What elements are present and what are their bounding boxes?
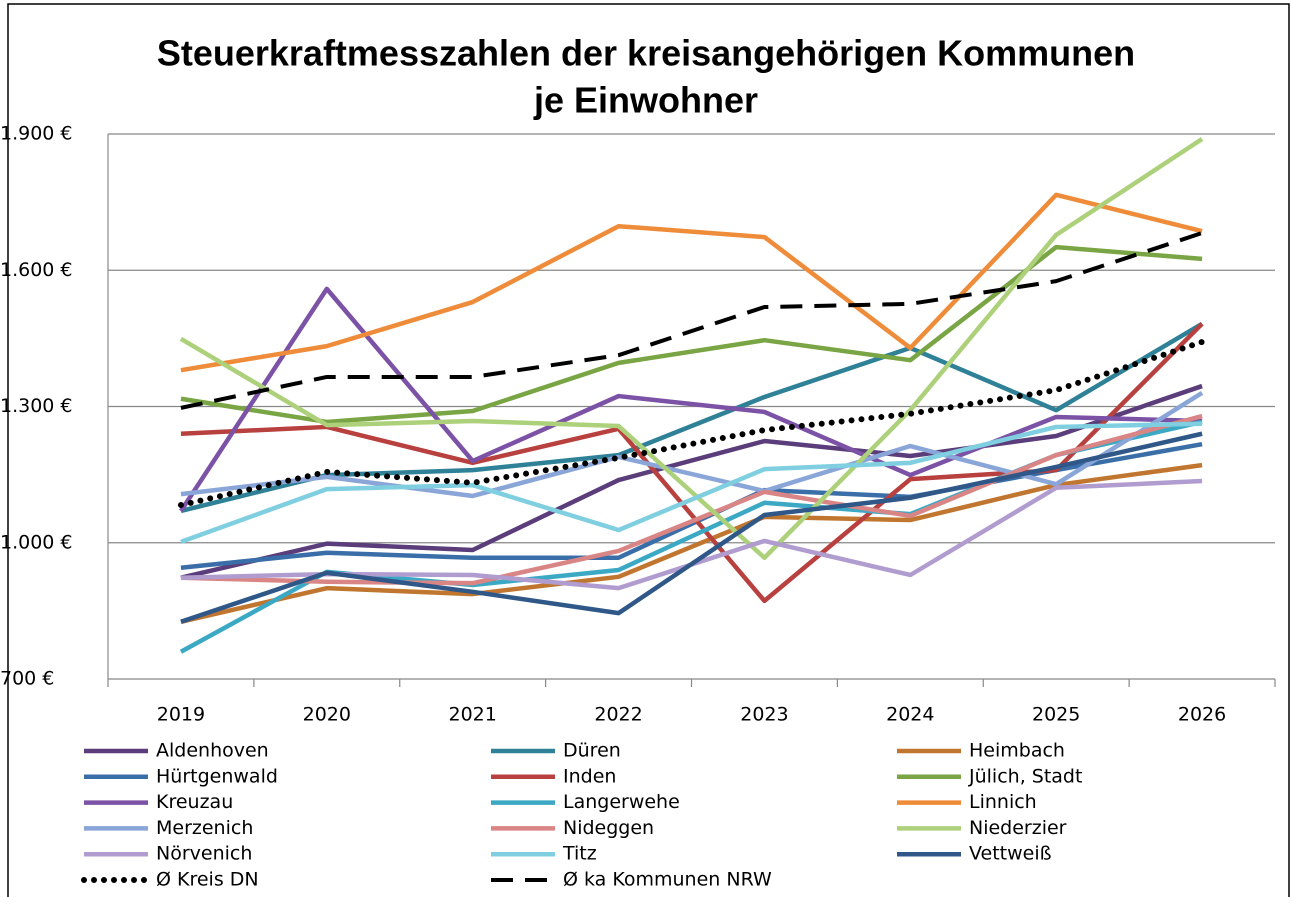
legend-label: Nideggen [563, 817, 654, 839]
x-tick-label: 2022 [594, 704, 642, 726]
x-tick-label: 2026 [1178, 704, 1226, 726]
legend-label: Düren [563, 740, 621, 762]
chart-title: Steuerkraftmesszahlen der kreisangehörig… [157, 33, 1135, 74]
legend-label: Vettweiß [969, 843, 1052, 865]
series-line [180, 390, 1204, 499]
x-tick-label: 2025 [1032, 704, 1080, 726]
legend-label: Ø ka Kommunen NRW [563, 869, 772, 891]
series-line [180, 321, 1204, 514]
x-tick-label: 2024 [886, 704, 934, 726]
series-line [180, 383, 1203, 580]
legend-label: Merzenich [156, 817, 253, 839]
series-line [179, 286, 1203, 513]
series-line [180, 431, 1203, 624]
legend-label: Heimbach [969, 740, 1065, 762]
series-line [180, 192, 1203, 373]
y-tick-label: 1.300 € [0, 395, 73, 417]
series-line [180, 441, 1203, 570]
y-tick-label: 700 € [0, 668, 54, 690]
legend-label: Kreuzau [156, 791, 233, 813]
legend-label: Titz [562, 843, 597, 865]
series-line [180, 231, 1203, 410]
legend-label: Hürtgenwald [156, 765, 278, 787]
x-tick-label: 2023 [740, 704, 788, 726]
legend-label: Nörvenich [156, 843, 252, 865]
legend-label: Ø Kreis DN [156, 869, 259, 891]
legend-label: Linnich [969, 791, 1037, 813]
legend-label: Inden [563, 765, 616, 787]
series-line [179, 137, 1204, 560]
legend-label: Aldenhoven [156, 740, 269, 762]
x-tick-label: 2019 [157, 704, 205, 726]
series-line [180, 462, 1203, 624]
series-line [180, 413, 1203, 586]
y-tick-label: 1.600 € [0, 259, 73, 281]
x-tick-label: 2021 [449, 704, 497, 726]
series-line [177, 339, 1206, 509]
chart-title: je Einwohner [533, 80, 758, 121]
legend-label: Langerwehe [563, 791, 680, 813]
y-tick-label: 1.000 € [0, 531, 73, 553]
y-tick-label: 1.900 € [0, 123, 73, 145]
legend-label: Niederzier [969, 817, 1067, 839]
legend-label: Jülich, Stadt [968, 765, 1082, 787]
series-line [180, 421, 1203, 544]
x-tick-label: 2020 [303, 704, 351, 726]
